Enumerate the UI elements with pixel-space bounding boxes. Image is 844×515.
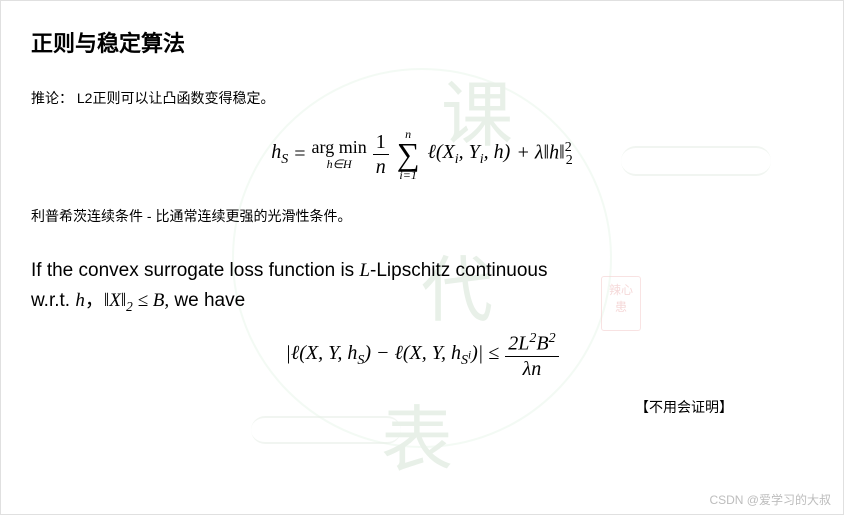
corollary-text: 推论： L2正则可以让凸函数变得稳定。 bbox=[31, 88, 813, 108]
theorem-part3: w.r.t. bbox=[31, 290, 75, 311]
page-title: 正则与稳定算法 bbox=[31, 26, 813, 58]
proof-note: 【不用会证明】 bbox=[31, 397, 813, 417]
eq1-frac-top: 1 bbox=[373, 132, 389, 154]
theorem-statement: If the convex surrogate loss function is… bbox=[31, 256, 813, 317]
eq1-frac-1n: 1 n bbox=[373, 132, 389, 177]
theorem-h: h bbox=[75, 290, 85, 311]
eq1-loss-open: ℓ(X bbox=[428, 141, 455, 163]
eq1-argmin-top: arg min bbox=[312, 138, 367, 156]
eq2-frac-top-sup2: 2 bbox=[549, 331, 556, 346]
eq1-sum: n ∑ i=1 bbox=[397, 128, 420, 181]
eq1-lhs-var: h bbox=[271, 141, 281, 163]
eq1-loss-mid: , Y bbox=[459, 141, 480, 163]
eq1-equals: = bbox=[294, 143, 305, 166]
eq1-norm-sub: 2 bbox=[566, 153, 573, 168]
eq2-frac-top-2L: 2L bbox=[508, 333, 529, 355]
theorem-part2: -Lipschitz continuous bbox=[370, 260, 547, 281]
attribution-text: CSDN @爱学习的大叔 bbox=[709, 491, 831, 508]
eq2-abs-close: )| ≤ bbox=[471, 342, 499, 364]
eq2-frac-top-B: B bbox=[536, 333, 548, 355]
eq1-frac-bottom: n bbox=[373, 154, 389, 177]
theorem-norm: ‖X‖ bbox=[104, 290, 126, 311]
eq2-frac-bottom: λn bbox=[505, 356, 558, 379]
eq1-sum-bottom: i=1 bbox=[397, 169, 420, 181]
eq2-abs-open: |ℓ(X, Y, h bbox=[285, 342, 357, 364]
equation-2: |ℓ(X, Y, hS) − ℓ(X, Y, hSi)| ≤ 2L2B2 λn bbox=[31, 332, 813, 379]
document-content: 正则与稳定算法 推论： L2正则可以让凸函数变得稳定。 hS = arg min… bbox=[1, 1, 843, 442]
theorem-leq: ≤ B, bbox=[133, 290, 169, 311]
eq1-loss-end: , h) bbox=[484, 141, 511, 163]
theorem-L: L bbox=[359, 260, 370, 281]
eq2-S2-base: S bbox=[461, 353, 468, 368]
eq1-lhs-sub: S bbox=[281, 152, 288, 167]
eq1-argmin: arg min h∈H bbox=[312, 138, 367, 170]
lipschitz-condition-label: 利普希茨连续条件 - 比通常连续更强的光滑性条件。 bbox=[31, 206, 813, 226]
equation-1: hS = arg min h∈H 1 n n ∑ i=1 ℓ(Xi, Yi, h… bbox=[31, 128, 813, 181]
eq1-plus-lambda: + λ‖h‖ bbox=[516, 142, 564, 164]
eq2-frac: 2L2B2 λn bbox=[505, 332, 558, 379]
theorem-comma: ， bbox=[85, 290, 104, 311]
eq1-argmin-bottom: h∈H bbox=[312, 158, 367, 170]
eq2-mid: ) − ℓ(X, Y, h bbox=[364, 342, 461, 364]
theorem-norm-sub: 2 bbox=[126, 299, 133, 314]
eq1-sigma: ∑ bbox=[397, 140, 420, 169]
theorem-part1: If the convex surrogate loss function is bbox=[31, 260, 359, 281]
theorem-part4: we have bbox=[169, 290, 245, 311]
